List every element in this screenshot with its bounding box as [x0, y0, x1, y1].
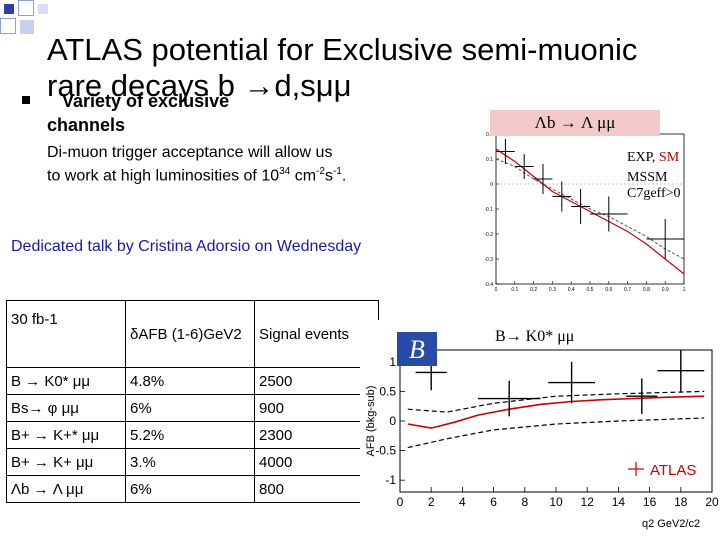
table-row: Λb → Λ μμ 6% 800: [6, 475, 379, 503]
band-lower: [407, 417, 705, 449]
signal-cell: 800: [254, 475, 379, 503]
exp-label: EXP,: [627, 150, 656, 165]
x-tick-label: 1: [683, 287, 686, 293]
sm-curve: [407, 395, 705, 429]
header-signal: Signal events: [254, 300, 379, 368]
y-tick-label: -1: [385, 473, 396, 487]
dafb-cell: 4.8%: [125, 367, 255, 395]
x-tick-label: 0.1: [511, 287, 518, 293]
x-tick-label: 0: [397, 495, 404, 509]
b-kstar-label: B→ K0* μμ: [495, 328, 575, 345]
table-row: B → K0* μμ 4.8% 2500: [6, 367, 379, 395]
dedicated-talk-note: Dedicated talk by Cristina Adorsio on We…: [11, 238, 362, 255]
x-tick-label: 4: [459, 495, 466, 509]
x-tick-label: 0.9: [662, 287, 669, 293]
title-line-1: ATLAS potential for Exclusive semi-muoni…: [47, 32, 638, 67]
x-tick-label: 16: [643, 495, 657, 509]
y-tick-label: 0.1: [486, 157, 493, 163]
x-tick-label: 0.8: [643, 287, 650, 293]
x-tick-label: 14: [612, 495, 626, 509]
table-row: Bs→ φ μμ 6% 900: [6, 394, 379, 422]
signal-cell: 2500: [254, 367, 379, 395]
x-tick-label: 0.7: [624, 287, 631, 293]
x-tick-label: 2: [428, 495, 435, 509]
x-axis-label: q2 GeV2/c2: [642, 518, 700, 530]
title-line-2: rare decays b →d,sμμ: [47, 68, 352, 103]
bullet-line-1: Variety of exclusive: [62, 91, 230, 111]
x-tick-label: 8: [521, 495, 528, 509]
mssm-curve: [495, 158, 685, 260]
dafb-cell: 6%: [125, 394, 255, 422]
table-row: B+ → K+ μμ 3.% 4000: [6, 448, 379, 476]
channel-cell: B+ → K+ μμ: [6, 448, 126, 476]
dafb-cell: 6%: [125, 475, 255, 503]
trigger-text-3: s: [324, 167, 333, 185]
y-tick-label: -0.4: [484, 282, 493, 288]
atlas-legend: ATLAS: [628, 462, 696, 479]
b-kstar-afb-plot: 0 2 4 6 8 10 12 14 16 18 20 1 0.5 0 -0.5 -1 AFB (bkg-sub…: [360, 320, 720, 540]
trigger-sup-2: -2: [316, 166, 325, 177]
x-tick-label: 0.4: [568, 287, 575, 293]
x-tick-label: 0.3: [549, 287, 556, 293]
bullet-line-2: channels: [47, 115, 126, 135]
x-tick-label: 6: [490, 495, 497, 509]
y-tick-label: -0.2: [484, 232, 493, 238]
trigger-text-1: Di-muon trigger acceptance will allow us…: [47, 144, 333, 185]
sm-label: SM: [658, 150, 680, 165]
y-tick-label: -0.3: [484, 257, 493, 263]
trigger-text-4: .: [341, 167, 347, 185]
x-tick-label: 0: [495, 287, 498, 293]
legend-label: ATLAS: [650, 462, 696, 479]
b-logo: B: [397, 332, 437, 366]
x-tick-label: 20: [705, 495, 719, 509]
y-tick-label: 0.2: [486, 132, 493, 138]
mssm-legend: MSSM C7geff>0: [627, 170, 681, 201]
exp-sm-legend: EXP, SM: [627, 150, 679, 166]
bullet-marker: [22, 96, 30, 104]
y-tick-label: -0.1: [484, 207, 493, 213]
corner-decoration: [0, 0, 60, 40]
x-tick-label: 18: [674, 495, 688, 509]
y-tick-label: 0: [490, 182, 493, 188]
trigger-text-2: cm: [290, 167, 317, 185]
x-tick-label: 10: [549, 495, 563, 509]
channel-cell: B → K0* μμ: [6, 367, 126, 395]
lambda-b-afb-plot: 0 0.1 0.2 0.3 0.4 0.5 0.6 0.7 0.8 0.9 1 0.2 0.1 0 -0.1…: [466, 126, 716, 296]
channel-cell: Bs→ φ μμ: [6, 394, 126, 422]
trigger-sup-1: 34: [279, 166, 291, 177]
table-header-row: 30 fb-1 δAFB (1-6)GeV2 Signal events: [6, 300, 379, 368]
lambda-b-header: Λb → Λ μμ: [490, 110, 660, 136]
header-dafb: δAFB (1-6)GeV2: [125, 300, 255, 368]
band-upper: [407, 390, 705, 413]
slide-title: ATLAS potential for Exclusive semi-muoni…: [47, 32, 687, 104]
y-tick-label: 1: [389, 355, 396, 369]
x-tick-label: 0.6: [605, 287, 612, 293]
trigger-text: Di-muon trigger acceptance will allow us…: [47, 143, 347, 185]
x-tick-label: 0.5: [587, 287, 594, 293]
signal-cell: 2300: [254, 421, 379, 449]
svg-text:B: B: [409, 335, 425, 364]
y-tick-label: 0.5: [379, 384, 396, 398]
channel-cell: Λb → Λ μμ: [6, 475, 126, 503]
sensitivity-table: 30 fb-1 δAFB (1-6)GeV2 Signal events B →…: [6, 300, 379, 503]
trigger-sup-3: -1: [332, 166, 342, 177]
sm-curve: [495, 148, 685, 275]
y-tick-label: -0.5: [375, 444, 396, 458]
header-luminosity: 30 fb-1: [6, 300, 126, 368]
dafb-cell: 3.%: [125, 448, 255, 476]
x-tick-label: 12: [581, 495, 595, 509]
x-tick-label: 0.2: [530, 287, 537, 293]
channel-cell: B+ → K+* μμ: [6, 421, 126, 449]
signal-cell: 4000: [254, 448, 379, 476]
signal-cell: 900: [254, 394, 379, 422]
y-tick-label: 0: [389, 414, 396, 428]
dafb-cell: 5.2%: [125, 421, 255, 449]
y-axis-label: AFB (bkg-sub): [365, 386, 377, 457]
table-row: B+ → K+* μμ 5.2% 2300: [6, 421, 379, 449]
